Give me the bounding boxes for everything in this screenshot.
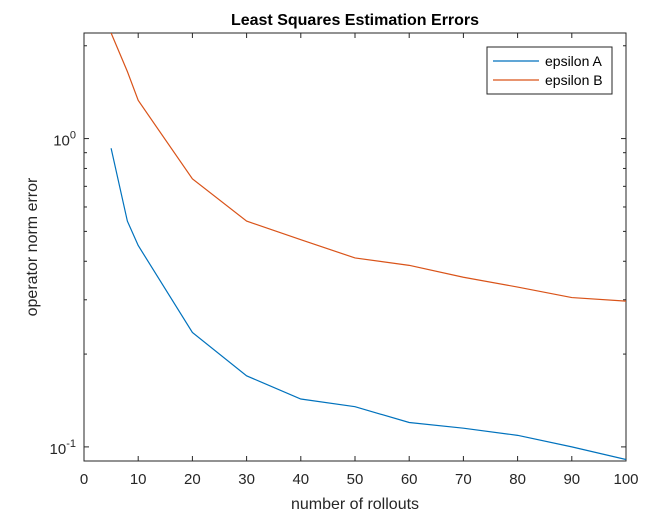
y-tick-base: 10: [50, 441, 67, 458]
legend-entry-label: epsilon B: [545, 72, 603, 88]
x-tick-label: 90: [563, 471, 580, 488]
x-tick-label: 100: [613, 471, 638, 488]
x-tick-label: 80: [509, 471, 526, 488]
y-tick-base: 10: [53, 133, 70, 150]
legend-box: [486, 46, 613, 95]
legend-entry-label: epsilon A: [545, 53, 602, 69]
x-tick-label: 20: [184, 471, 201, 488]
y-tick-exponent: 0: [70, 130, 76, 142]
x-tick-label: 30: [238, 471, 255, 488]
series-line-epsilon-b: [110, 33, 626, 302]
x-tick-label: 0: [80, 471, 88, 488]
y-tick-exponent: -1: [66, 438, 76, 450]
x-tick-label: 10: [130, 471, 147, 488]
plot-area: [83, 32, 627, 462]
legend: epsilon A epsilon B: [486, 46, 613, 95]
y-tick-label: 10-1: [50, 438, 76, 458]
x-axis-label: number of rollouts: [291, 496, 419, 513]
x-tick-label: 70: [455, 471, 472, 488]
x-tick-label: 60: [401, 471, 418, 488]
series-line-epsilon-a: [110, 148, 626, 461]
x-tick-label: 50: [347, 471, 364, 488]
y-axis-label: operator norm error: [24, 177, 41, 316]
y-tick-label: 100: [53, 130, 76, 150]
axes-box: [83, 32, 627, 462]
x-tick-label: 40: [292, 471, 309, 488]
axis-ticks: [83, 33, 627, 462]
series-lines: [110, 33, 626, 461]
chart-title: Least Squares Estimation Errors: [231, 12, 479, 29]
